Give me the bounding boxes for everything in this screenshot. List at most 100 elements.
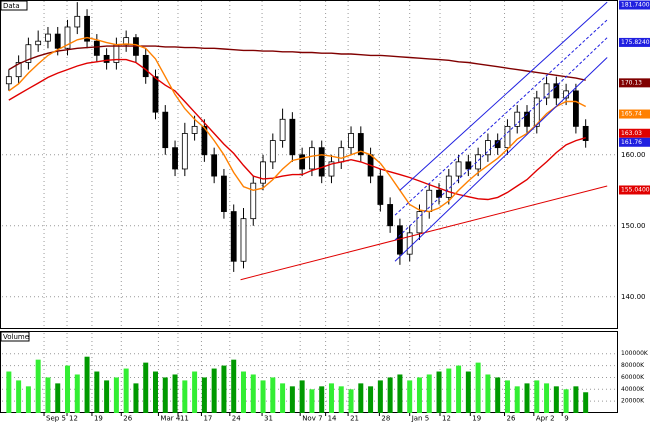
candle-body [269, 140, 276, 163]
volume-bar [240, 371, 246, 413]
volume-bar [504, 380, 510, 413]
moving-average-line [8, 45, 586, 81]
volume-bar [172, 374, 178, 413]
candle-body [309, 147, 315, 170]
candle-body [465, 161, 472, 170]
x-tick-label: Mar 4 [160, 415, 180, 423]
candle-body [289, 118, 296, 156]
candle-body [299, 154, 306, 170]
x-tick-label: 28 [381, 415, 390, 423]
x-tick-label: 24 [232, 415, 241, 423]
candle-body [25, 44, 32, 63]
candle-body [485, 140, 491, 156]
candle-body [475, 154, 482, 170]
volume-bar [211, 368, 217, 413]
volume-tick-label: 60000K [621, 374, 645, 381]
volume-bar [348, 389, 354, 413]
candle-body [162, 111, 169, 149]
value-badge [619, 128, 650, 138]
volume-bar [182, 380, 188, 413]
value-badge [619, 109, 650, 119]
moving-average-line [8, 36, 587, 213]
candle-body [201, 125, 208, 156]
candle-body [103, 54, 110, 63]
volume-bar [436, 371, 442, 413]
volume-tick-label: 100000K [621, 350, 649, 357]
candle-body [514, 111, 521, 127]
candle-body [328, 161, 335, 177]
volume-bar [192, 371, 198, 413]
volume-tick-label: 80000K [621, 362, 645, 369]
x-tick-label: 12 [69, 415, 78, 423]
value-badge-label: 181.7400 [621, 2, 650, 9]
volume-bar [113, 377, 119, 413]
candle-body [84, 15, 90, 42]
volume-bar [45, 377, 51, 413]
x-tick-label: Jan 5 [411, 415, 429, 423]
volume-bar [524, 383, 530, 413]
volume-bar [475, 362, 481, 413]
value-badge-label: 161.76 [621, 139, 642, 146]
trend-line [394, 19, 608, 216]
volume-bar [465, 371, 471, 413]
volume-bar [368, 386, 374, 413]
volume-bar [309, 389, 315, 413]
candle-body [318, 147, 325, 177]
volume-bar [6, 371, 12, 413]
moving-average-line [8, 58, 586, 201]
volume-bar [407, 380, 413, 413]
trend-line [394, 57, 608, 262]
value-badge-label: 165.74 [621, 111, 642, 118]
volume-bar [84, 356, 90, 413]
volume-bar [123, 368, 129, 413]
candle-body [5, 76, 12, 85]
candle-body [191, 125, 198, 134]
trend-line [240, 185, 608, 281]
candle-body [172, 147, 178, 170]
candle-body [436, 189, 442, 198]
candle-body [377, 175, 384, 205]
volume-bar [162, 377, 168, 413]
value-badge-label: 163.03 [621, 130, 642, 137]
volume-label-box [0, 331, 30, 342]
volume-bar [514, 386, 520, 413]
trend-line [399, 1, 608, 191]
candle-body [348, 133, 354, 149]
y-tick-label: 150.00 [621, 222, 646, 230]
volume-bar [289, 386, 295, 413]
x-tick-label: Sep 5 [46, 415, 66, 423]
y-tick-label: 160.00 [621, 151, 646, 159]
x-tick-label: 19 [472, 415, 481, 423]
panel-label-box [0, 0, 28, 11]
x-tick-label: Nov 7 [302, 415, 322, 423]
candle-body [357, 133, 364, 156]
volume-bar [328, 383, 334, 413]
volume-bar [94, 371, 100, 413]
candle-body [279, 118, 286, 141]
value-badge-label: 170.13 [621, 79, 642, 86]
x-tick-label: 17 [203, 415, 212, 423]
volume-bar [358, 383, 364, 413]
candle-body [416, 211, 423, 234]
volume-bar [573, 386, 579, 413]
price-panel [0, 0, 618, 329]
volume-bar [387, 377, 393, 413]
volume-bar [260, 380, 266, 413]
volume-bar [25, 386, 31, 413]
candle-body [35, 40, 42, 46]
volume-bar [74, 374, 80, 413]
volume-bar [416, 377, 422, 413]
volume-bar [231, 359, 237, 413]
value-badge [619, 78, 650, 88]
candle-body [504, 125, 511, 149]
volume-bar [221, 365, 227, 413]
candle-body [338, 147, 345, 163]
value-badge-label: 175.8240 [621, 39, 650, 46]
volume-bar [495, 377, 501, 413]
volume-bar [553, 386, 559, 413]
candle-body [582, 125, 589, 141]
volume-bar [544, 383, 550, 413]
x-tick-label: 21 [350, 415, 359, 423]
volume-bar [55, 383, 61, 413]
